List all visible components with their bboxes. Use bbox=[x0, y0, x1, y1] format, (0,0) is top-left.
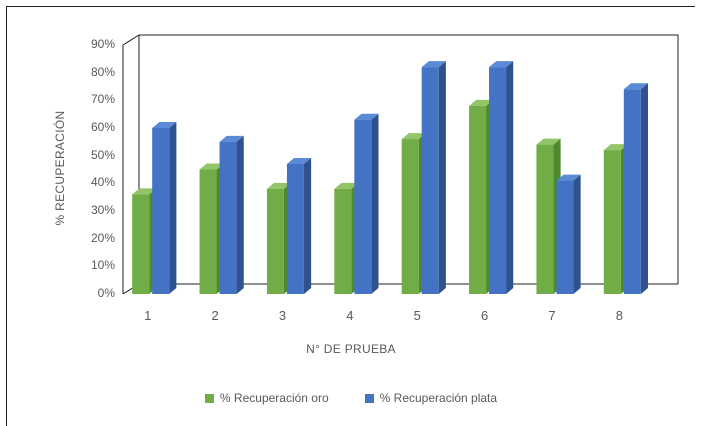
bar-top bbox=[603, 144, 629, 151]
x-tick-label: 2 bbox=[211, 308, 219, 323]
y-tick-label: 60% bbox=[90, 120, 115, 134]
bar-plata-7 bbox=[556, 174, 581, 294]
bar-top bbox=[334, 182, 359, 189]
bar-top bbox=[266, 182, 292, 189]
bar-side bbox=[506, 61, 514, 295]
bar-front bbox=[603, 150, 621, 294]
y-tick-label: 50% bbox=[90, 147, 115, 162]
bar-front bbox=[286, 163, 304, 294]
bar-top bbox=[489, 61, 514, 68]
x-tick-label: 6 bbox=[480, 308, 489, 323]
bar-front bbox=[219, 141, 237, 294]
legend-label-oro: % Recuperación oro bbox=[219, 391, 329, 405]
legend-label-plata: % Recuperación plata bbox=[379, 391, 498, 405]
x-tick-label: 1 bbox=[144, 308, 152, 323]
bar-front bbox=[421, 67, 439, 294]
bar-top bbox=[536, 138, 561, 145]
y-tick-label: 20% bbox=[90, 230, 115, 245]
bar-top bbox=[401, 133, 426, 140]
bar-front bbox=[266, 188, 284, 294]
bar-side bbox=[303, 157, 312, 294]
frame-top-border bbox=[6, 6, 695, 7]
bar-plata-6 bbox=[489, 61, 514, 295]
bar-plata-3 bbox=[286, 157, 312, 294]
legend-swatch-plata bbox=[364, 393, 374, 403]
bar-front bbox=[401, 139, 419, 294]
bar-front bbox=[556, 180, 574, 294]
bar-front bbox=[199, 169, 217, 294]
bar-front bbox=[489, 67, 507, 294]
y-tick-label: 80% bbox=[90, 64, 115, 79]
x-tick-label: 8 bbox=[615, 308, 623, 323]
y-tick-label: 90% bbox=[90, 37, 115, 51]
y-axis-title: % RECUPERACIÓN bbox=[53, 110, 67, 226]
legend: % Recuperación oro % Recuperación plata bbox=[0, 391, 702, 405]
bar-front bbox=[334, 188, 352, 294]
bar-top bbox=[152, 122, 177, 128]
y-tick-label: 0% bbox=[97, 286, 115, 300]
y-tick-label: 70% bbox=[90, 92, 115, 107]
bar-top bbox=[354, 113, 379, 120]
y-tick-label: 40% bbox=[90, 175, 115, 190]
x-tick-label: 3 bbox=[278, 308, 287, 323]
bar-front bbox=[354, 119, 372, 294]
chart-bars bbox=[132, 61, 649, 295]
y-tick-label: 10% bbox=[90, 258, 115, 273]
bar-plata-8 bbox=[623, 83, 649, 295]
legend-swatch-oro bbox=[204, 393, 214, 403]
bar-side bbox=[438, 61, 446, 295]
bar-side bbox=[640, 83, 649, 295]
bar-plata-1 bbox=[152, 122, 177, 294]
x-tick-label: 7 bbox=[548, 308, 556, 323]
bar-side bbox=[371, 113, 379, 294]
bar-side bbox=[236, 135, 244, 294]
bar-top bbox=[132, 188, 157, 195]
bar-plata-4 bbox=[354, 113, 379, 294]
bar-side bbox=[169, 122, 177, 294]
bar-top bbox=[199, 163, 224, 170]
bar-side bbox=[573, 174, 581, 294]
bar-top bbox=[286, 157, 312, 164]
bar-front bbox=[132, 194, 150, 294]
bar-top bbox=[556, 174, 581, 181]
x-axis-title: N° DE PRUEBA bbox=[306, 342, 396, 356]
bar-top bbox=[623, 83, 649, 90]
legend-item-plata: % Recuperación plata bbox=[364, 391, 498, 405]
x-tick-label: 4 bbox=[346, 308, 354, 323]
bar-top bbox=[219, 135, 244, 142]
bar-front bbox=[152, 128, 170, 294]
bar-top bbox=[469, 99, 494, 106]
bar-plata-2 bbox=[219, 135, 244, 294]
bar-plata-5 bbox=[421, 61, 446, 295]
legend-item-oro: % Recuperación oro bbox=[204, 391, 329, 405]
x-tick-label: 5 bbox=[413, 308, 421, 323]
bar-front bbox=[623, 89, 641, 295]
y-tick-label: 30% bbox=[90, 203, 115, 217]
frame-left-border bbox=[6, 6, 7, 426]
bar-front bbox=[469, 105, 487, 294]
bar-top bbox=[421, 61, 446, 68]
bar-front bbox=[536, 144, 554, 294]
